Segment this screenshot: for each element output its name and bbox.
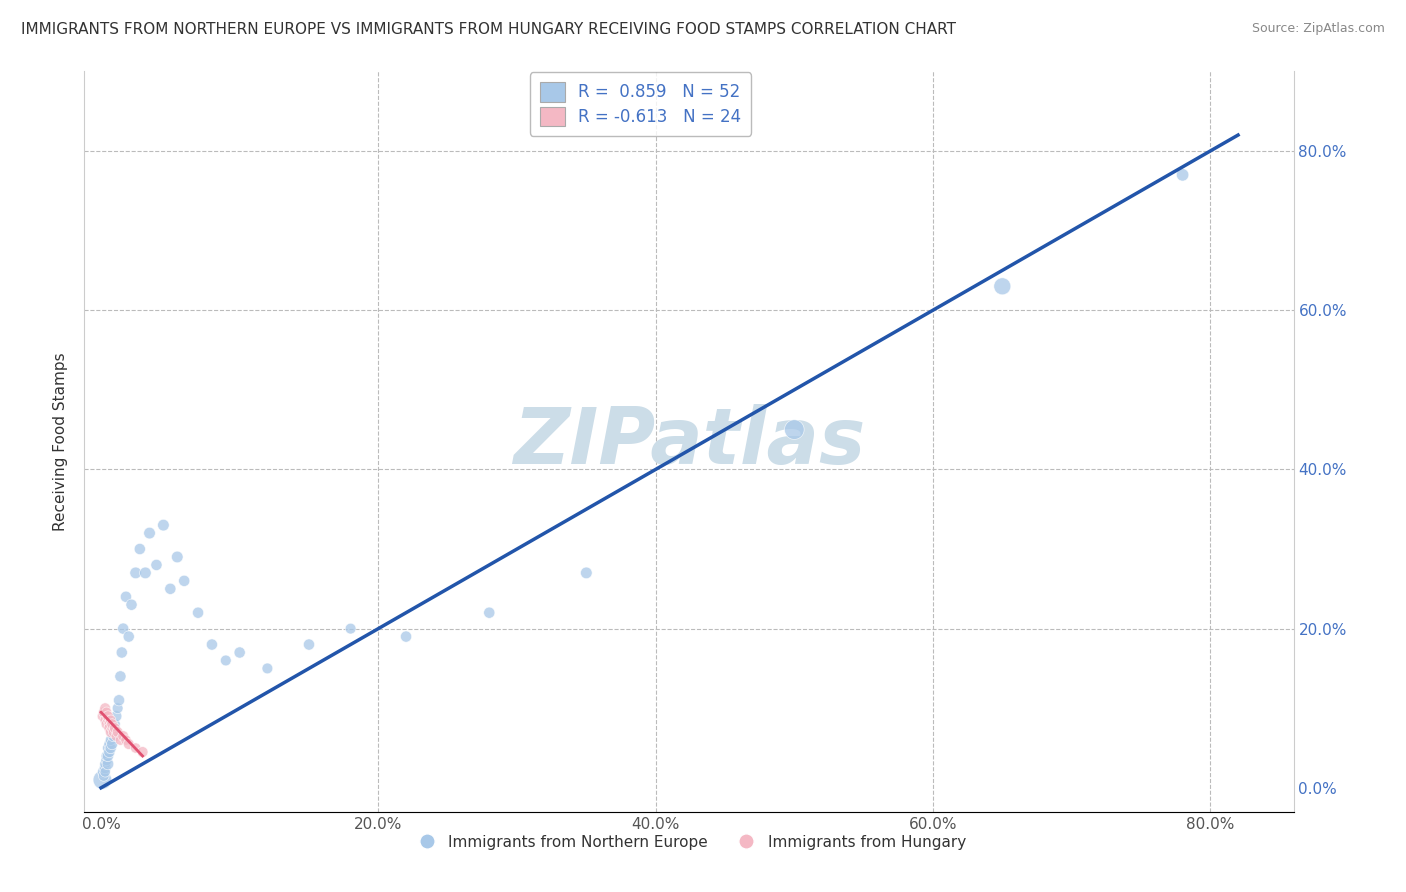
Point [115,733,138,747]
Point [118,737,141,751]
Point [91,772,114,787]
Point [187,606,209,620]
Point [215,653,238,667]
Point [166,549,188,564]
Point [298,638,321,652]
Point [97,709,120,723]
Point [94,701,117,715]
Point [98,717,121,731]
Point [98,721,121,735]
Point [110,669,132,683]
Point [104,725,127,739]
Point [91,709,114,723]
Point [108,693,131,707]
Point [256,661,278,675]
Point [152,518,174,533]
Point [93,764,115,779]
Point [103,729,125,743]
Point [112,729,135,743]
Point [478,606,501,620]
Point [121,598,143,612]
Text: Source: ZipAtlas.com: Source: ZipAtlas.com [1251,22,1385,36]
Text: IMMIGRANTS FROM NORTHERN EUROPE VS IMMIGRANTS FROM HUNGARY RECEIVING FOOD STAMPS: IMMIGRANTS FROM NORTHERN EUROPE VS IMMIG… [21,22,956,37]
Point [98,737,121,751]
Point [128,541,150,556]
Point [1171,168,1194,182]
Point [145,558,167,572]
Point [100,713,122,727]
Point [97,749,120,764]
Point [101,721,124,735]
Point [100,725,122,739]
Point [96,717,118,731]
Point [111,646,134,660]
Point [783,423,806,437]
Point [96,749,118,764]
Point [112,622,135,636]
Point [131,745,153,759]
Point [96,753,118,767]
Point [991,279,1014,293]
Point [103,721,125,735]
Point [105,709,128,723]
Point [228,646,250,660]
Point [93,769,115,783]
Point [103,725,125,739]
Point [100,741,122,756]
Point [395,630,418,644]
Point [138,526,160,541]
Point [104,721,127,735]
Point [97,713,120,727]
Point [94,761,117,775]
Point [134,566,156,580]
Point [101,725,124,739]
Point [97,741,120,756]
Y-axis label: Receiving Food Stamps: Receiving Food Stamps [53,352,69,531]
Point [96,705,118,719]
Point [94,764,117,779]
Point [115,590,138,604]
Point [100,733,122,747]
Point [173,574,195,588]
Point [339,622,361,636]
Point [201,638,224,652]
Point [104,717,127,731]
Point [107,701,129,715]
Point [101,737,124,751]
Legend: Immigrants from Northern Europe, Immigrants from Hungary: Immigrants from Northern Europe, Immigra… [406,829,972,856]
Point [94,713,117,727]
Point [94,756,117,771]
Text: ZIPatlas: ZIPatlas [513,403,865,480]
Point [124,741,146,756]
Point [98,745,121,759]
Point [107,725,129,739]
Point [101,717,124,731]
Point [118,630,141,644]
Point [97,756,120,771]
Point [159,582,181,596]
Point [93,705,115,719]
Point [110,733,132,747]
Point [105,729,128,743]
Point [124,566,146,580]
Point [575,566,598,580]
